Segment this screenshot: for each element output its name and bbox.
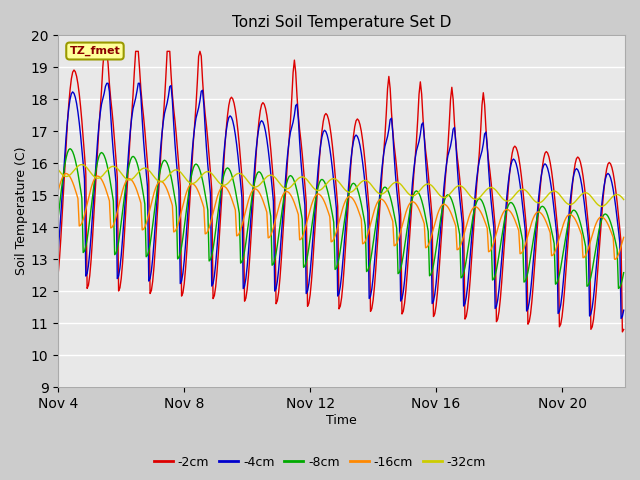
Legend: -2cm, -4cm, -8cm, -16cm, -32cm: -2cm, -4cm, -8cm, -16cm, -32cm bbox=[149, 451, 491, 474]
Title: Tonzi Soil Temperature Set D: Tonzi Soil Temperature Set D bbox=[232, 15, 451, 30]
X-axis label: Time: Time bbox=[326, 414, 357, 427]
Y-axis label: Soil Temperature (C): Soil Temperature (C) bbox=[15, 147, 28, 276]
Text: TZ_fmet: TZ_fmet bbox=[70, 46, 120, 56]
